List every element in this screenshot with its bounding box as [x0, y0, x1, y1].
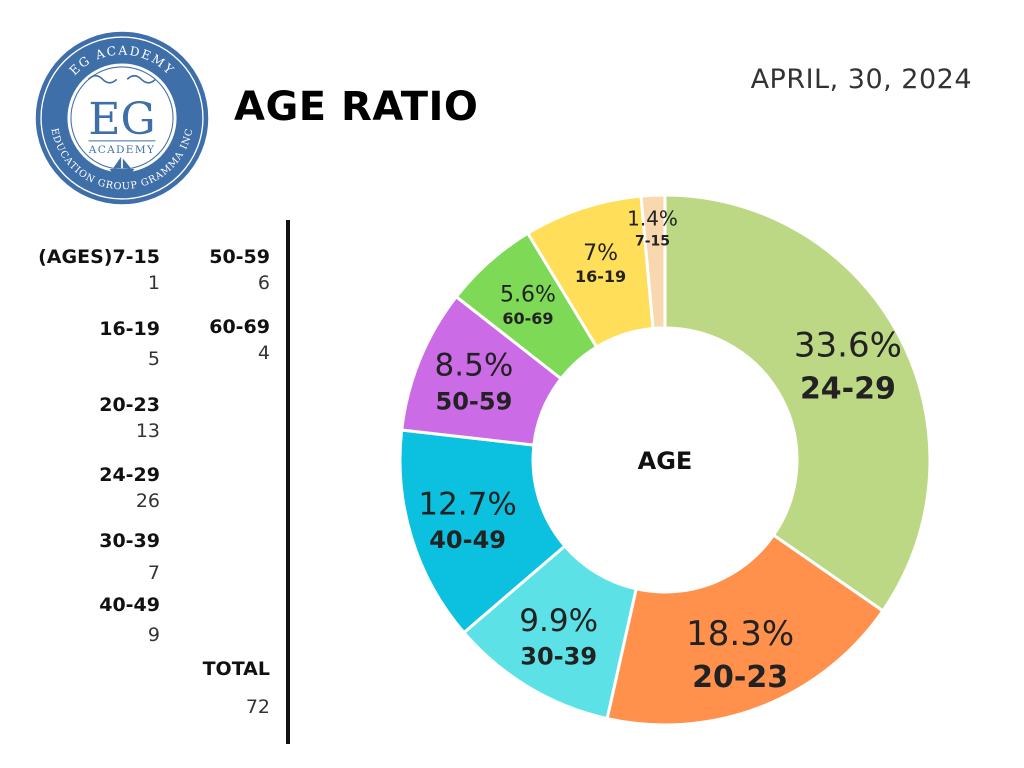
legend-label: 40-49 [99, 594, 160, 616]
total-label: TOTAL [202, 658, 270, 680]
slice-percent-label: 1.4% [627, 207, 678, 231]
slice-percent-label: 7% [583, 241, 618, 266]
slice-percent-label: 9.9% [519, 603, 598, 639]
legend-count: 4 [257, 342, 270, 364]
legend-count: 13 [135, 420, 160, 442]
donut-slice-20-23 [605, 533, 885, 727]
legend-label: 16-19 [99, 318, 160, 340]
report-date: APRIL, 30, 2024 [750, 64, 972, 95]
slice-category-label: 20-23 [692, 660, 788, 695]
slice-percent-label: 18.3% [686, 614, 794, 654]
eg-academy-logo: EG ACADEMY EDUCATION GROUP GRAMMA INC EG… [35, 31, 209, 205]
total-value: 72 [245, 696, 270, 718]
legend-label: 30-39 [99, 530, 160, 552]
legend-count: 9 [147, 624, 160, 646]
legend-count: 26 [135, 490, 160, 512]
slice-percent-label: 5.6% [500, 283, 556, 308]
legend-label: 24-29 [99, 464, 160, 486]
page-title: AGE RATIO [234, 84, 479, 130]
legend-label: 60-69 [209, 316, 270, 338]
ornament-icon [88, 74, 156, 84]
slice-category-label: 7-15 [635, 233, 670, 249]
slice-category-label: 40-49 [429, 526, 506, 554]
slice-category-label: 30-39 [520, 643, 597, 671]
slice-percent-label: 12.7% [418, 487, 516, 523]
donut-slice-40-49 [398, 428, 567, 635]
slice-percent-label: 33.6% [794, 326, 902, 366]
donut-slice-7-15 [639, 193, 667, 331]
slice-category-label: 24-29 [800, 372, 896, 407]
legend-count: 7 [147, 562, 160, 584]
legend-label: 20-23 [99, 394, 160, 416]
slice-category-label: 60-69 [502, 309, 553, 328]
slice-category-label: 50-59 [436, 387, 513, 415]
legend-count: 6 [257, 272, 270, 294]
donut-center-label: AGE [638, 447, 693, 475]
legend-count: 1 [147, 272, 160, 294]
divider [286, 220, 290, 744]
slice-category-label: 16-19 [575, 267, 626, 286]
logo-monogram: EG [88, 94, 155, 145]
legend-count: 5 [147, 348, 160, 370]
legend-label: (AGES)7-15 [38, 246, 160, 268]
logo-subtitle: ACADEMY [88, 144, 155, 156]
legend-label: 50-59 [209, 246, 270, 268]
donut-slice-24-29 [663, 193, 932, 613]
slice-percent-label: 8.5% [435, 348, 514, 384]
